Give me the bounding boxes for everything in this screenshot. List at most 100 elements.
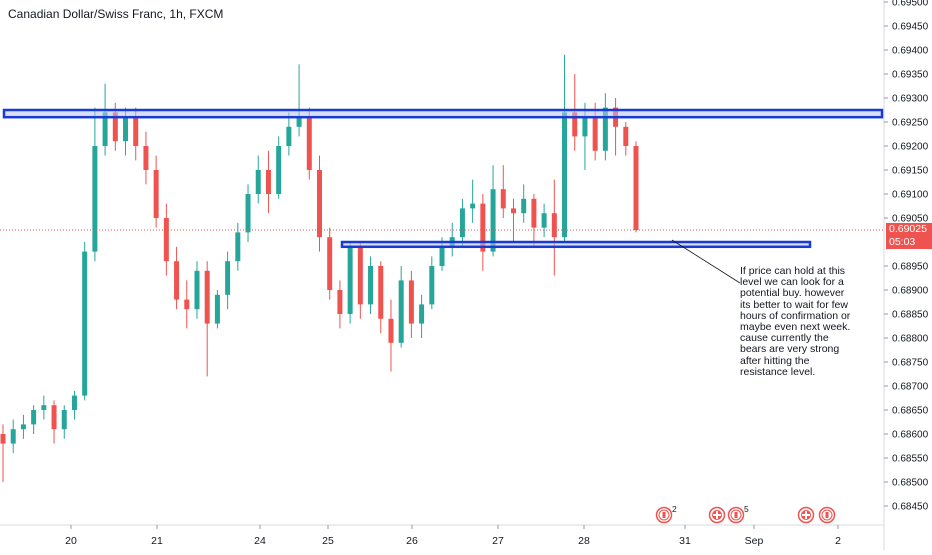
candle-body: [286, 126, 292, 146]
candle-body: [296, 117, 302, 127]
candle-body: [357, 246, 363, 305]
event-count-label: 2: [672, 504, 677, 514]
y-tick-label: 0.69500: [892, 0, 929, 9]
y-tick-label: 0.69150: [892, 166, 929, 177]
candle-body: [61, 410, 67, 430]
candle-body: [163, 218, 169, 262]
resistance-zone: [2, 108, 884, 119]
y-tick-label: 0.69200: [892, 142, 929, 153]
candle-body: [174, 261, 180, 300]
candle-body: [347, 246, 353, 314]
leaf: [825, 512, 829, 518]
y-tick-label: 0.69100: [892, 190, 929, 201]
candle-body: [31, 410, 37, 425]
x-tick-label: 24: [254, 535, 266, 547]
x-tick-label: 2: [835, 535, 841, 547]
y-tick-label: 0.68950: [892, 262, 929, 273]
candle-body: [337, 290, 343, 314]
candle-body: [214, 294, 220, 324]
y-tick-label: 0.69250: [892, 118, 929, 129]
candle-body: [306, 117, 312, 170]
y-tick-label: 0.69350: [892, 70, 929, 81]
y-tick-label: 0.68850: [892, 310, 929, 321]
y-tick-label: 0.68900: [892, 286, 929, 297]
x-tick-label: Sep: [745, 535, 764, 547]
chart-title: Canadian Dollar/Swiss Franc, 1h, FXCM: [8, 7, 224, 21]
y-tick-label: 0.68750: [892, 358, 929, 369]
candle-body: [225, 261, 231, 295]
candle-body: [235, 232, 241, 262]
countdown-label: 05:03: [886, 236, 932, 249]
annotation-pointer: [671, 239, 741, 284]
candle-body: [459, 208, 465, 238]
y-tick-label: 0.69300: [892, 94, 929, 105]
candle-body: [510, 208, 516, 214]
candle-body: [429, 266, 435, 305]
y-tick-label: 0.69400: [892, 46, 929, 57]
y-tick-label: 0.68800: [892, 334, 929, 345]
candle-body: [82, 251, 88, 396]
x-tick-label: 31: [679, 535, 691, 547]
candle-body: [500, 189, 506, 209]
candle-body: [562, 112, 568, 238]
leaf: [734, 512, 738, 518]
candle-body: [204, 270, 210, 324]
candle-body: [602, 107, 608, 151]
leaf: [662, 512, 666, 518]
x-tick-label: 20: [65, 535, 77, 547]
candle-body: [92, 146, 98, 252]
candle-body: [490, 189, 496, 252]
x-tick-label: 27: [492, 535, 504, 547]
support-zone: [340, 240, 812, 249]
x-tick-label: 26: [406, 535, 418, 547]
annotation-text: If price can hold at this level we can l…: [740, 265, 851, 378]
candle-body: [592, 117, 598, 151]
candle-body: [582, 117, 588, 137]
y-tick-label: 0.68650: [892, 406, 929, 417]
candle-body: [143, 146, 149, 170]
candle-body: [184, 299, 190, 310]
candle-body: [102, 112, 108, 146]
candle-body: [265, 170, 271, 194]
candle-body: [521, 198, 527, 214]
y-tick-label: 0.68500: [892, 478, 929, 489]
x-tick-label: 28: [578, 535, 590, 547]
candle-body: [541, 213, 547, 228]
y-tick-label: 0.69050: [892, 214, 929, 225]
candle-body: [572, 112, 578, 137]
candle-body: [398, 280, 404, 343]
candle-body: [317, 170, 322, 238]
candle-body: [133, 117, 139, 146]
candle-body: [439, 246, 445, 266]
event-count-label: 5: [744, 504, 749, 514]
candle-body: [408, 280, 414, 324]
cross-h: [802, 514, 810, 516]
candle-body: [10, 429, 16, 444]
candle-body: [633, 146, 639, 230]
candle-body: [470, 203, 476, 209]
x-tick-label: 25: [322, 535, 334, 547]
candle-body: [112, 112, 118, 142]
candle-body: [531, 198, 537, 228]
candle-body: [419, 304, 425, 324]
y-tick-label: 0.68450: [892, 502, 929, 513]
y-tick-label: 0.68700: [892, 382, 929, 393]
candle-body: [276, 146, 282, 194]
y-tick-label: 0.68550: [892, 454, 929, 465]
y-tick-label: 0.68600: [892, 430, 929, 441]
candle-body: [388, 318, 394, 343]
candle-body: [20, 424, 26, 430]
candle-body: [378, 266, 384, 319]
y-tick-label: 0.69450: [892, 22, 929, 33]
x-tick-label: 21: [151, 535, 163, 547]
candle-body: [327, 237, 333, 290]
candle-body: [51, 405, 57, 430]
candle-body: [551, 213, 557, 238]
candle-body: [480, 203, 486, 252]
candle-body: [71, 395, 77, 410]
cross-h: [713, 514, 721, 516]
candle-body: [153, 170, 159, 218]
candle-body: [368, 266, 374, 305]
candle-body: [41, 405, 47, 410]
